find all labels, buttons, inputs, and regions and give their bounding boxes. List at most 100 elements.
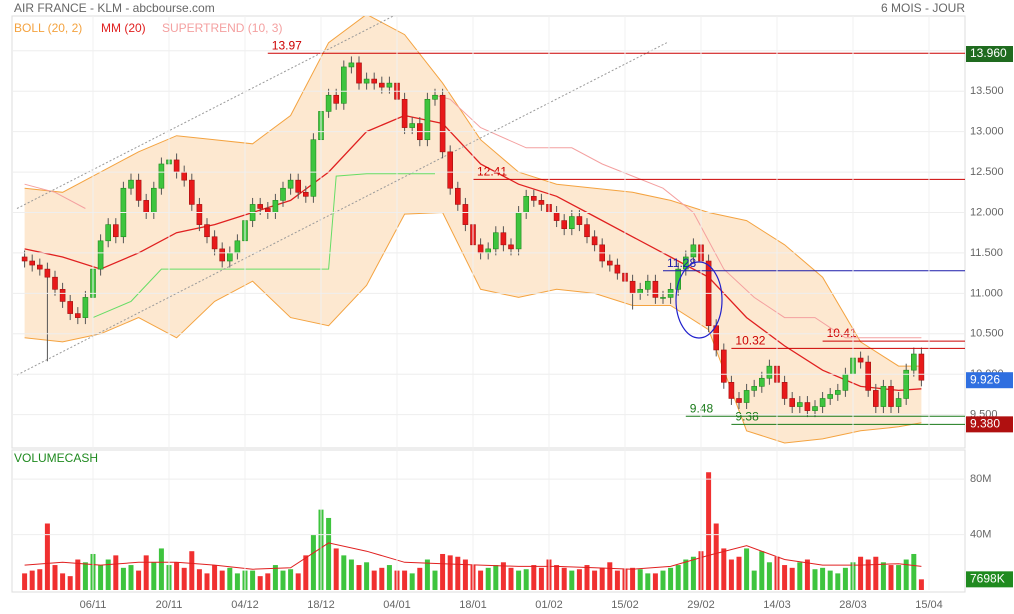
candle-body <box>743 390 750 403</box>
volume-bar <box>827 570 833 590</box>
candle-body <box>128 179 134 189</box>
volume-bar <box>713 523 719 590</box>
candle-body <box>675 268 682 290</box>
candle-body <box>644 280 651 290</box>
candle-body <box>508 244 514 250</box>
candle-body <box>264 208 271 213</box>
volume-bar <box>820 567 826 590</box>
candle-body <box>378 82 385 88</box>
volume-bar <box>706 472 712 590</box>
candle-body <box>751 386 758 391</box>
volume-bar <box>751 570 757 590</box>
volume-bar <box>835 573 841 590</box>
volume-panel <box>11 449 966 593</box>
legend-mm: MM (20) <box>101 21 146 35</box>
candle-body <box>173 159 180 173</box>
volume-bar <box>630 567 636 590</box>
volume-bar <box>189 551 195 590</box>
volume-bar <box>478 570 484 590</box>
price-panel <box>11 15 966 449</box>
candle-body <box>865 361 872 391</box>
candle-body <box>325 94 332 112</box>
candle-body <box>302 191 309 197</box>
x-tick-label: 14/03 <box>763 599 791 611</box>
volume-bar <box>918 579 924 590</box>
candle-body <box>872 390 879 407</box>
volume-bar <box>151 562 157 590</box>
candle-body <box>462 204 469 225</box>
candle-body <box>888 386 894 407</box>
candle-body <box>386 82 393 88</box>
period: 6 MOIS - JOUR <box>881 1 965 15</box>
candle-body <box>371 78 378 84</box>
price-box <box>966 46 1013 63</box>
volume-bar <box>417 567 423 590</box>
volume-bar <box>257 576 263 590</box>
candle-body <box>67 301 73 314</box>
candle-body <box>135 179 142 201</box>
y-tick-label: 12.000 <box>970 206 1004 218</box>
x-tick-label: 04/12 <box>231 599 259 611</box>
x-tick-label: 04/01 <box>383 599 411 611</box>
candle-body <box>812 406 818 411</box>
y-tick-label: 12.500 <box>970 166 1004 178</box>
price-plot: 13.97 12.41 11.28 10.32 10.41 9.48 9.38 <box>16 16 965 444</box>
volume-bar <box>508 567 514 590</box>
x-tick-label: 15/02 <box>611 599 639 611</box>
candle-body <box>409 123 416 128</box>
candle-body <box>561 220 568 229</box>
volume-bar <box>174 562 180 590</box>
volume-bar <box>873 556 879 590</box>
y-tick-label: 10.500 <box>970 328 1004 340</box>
volume-bar <box>440 553 446 590</box>
volume-bar <box>812 569 818 590</box>
volume-bar <box>379 567 385 590</box>
candle-body <box>158 163 165 189</box>
candle-body <box>333 94 340 104</box>
volume-bar <box>599 567 605 590</box>
candle-body <box>424 98 431 141</box>
candle-body <box>720 349 727 383</box>
volume-bar <box>462 559 468 590</box>
volume-bar <box>120 567 126 590</box>
candle-body <box>629 280 636 294</box>
volume-bar <box>143 555 149 590</box>
candle-body <box>910 353 917 371</box>
last-price-box <box>966 372 1013 389</box>
candle-body <box>576 216 583 225</box>
volume-bar <box>128 565 134 590</box>
volume-bar <box>531 565 537 590</box>
candle-body <box>82 297 89 318</box>
volume-bar <box>250 570 256 590</box>
volume-bar <box>82 562 88 590</box>
candle-body <box>257 204 264 209</box>
volume-bar <box>584 565 590 590</box>
title: AIR FRANCE - KLM - abcbourse.com <box>14 1 215 15</box>
candle-body <box>196 204 203 225</box>
candle-body <box>834 390 841 395</box>
volume-bar <box>804 559 810 590</box>
candle-body <box>363 78 370 84</box>
candle-body <box>606 260 613 266</box>
level-label: 10.41 <box>827 326 857 340</box>
candle-body <box>189 179 195 205</box>
volume-bar <box>310 534 316 590</box>
candle-body <box>287 179 294 189</box>
volume-bar <box>98 565 104 590</box>
candle-body <box>614 264 621 274</box>
volume-bar <box>455 556 461 590</box>
volume-bar <box>356 565 362 590</box>
candle-body <box>523 196 530 213</box>
candle-body <box>447 151 454 189</box>
last-price-label: 9.926 <box>970 372 1000 386</box>
volume-bar <box>22 573 28 590</box>
volume-bar <box>896 565 902 590</box>
volume-bar <box>485 567 491 590</box>
volume-bar <box>333 548 339 590</box>
price-box <box>966 416 1013 433</box>
candle-body <box>690 244 697 258</box>
volume-bar <box>295 573 301 590</box>
candle-body <box>796 402 803 407</box>
candle-body <box>781 382 788 399</box>
volume-bar <box>136 570 142 590</box>
